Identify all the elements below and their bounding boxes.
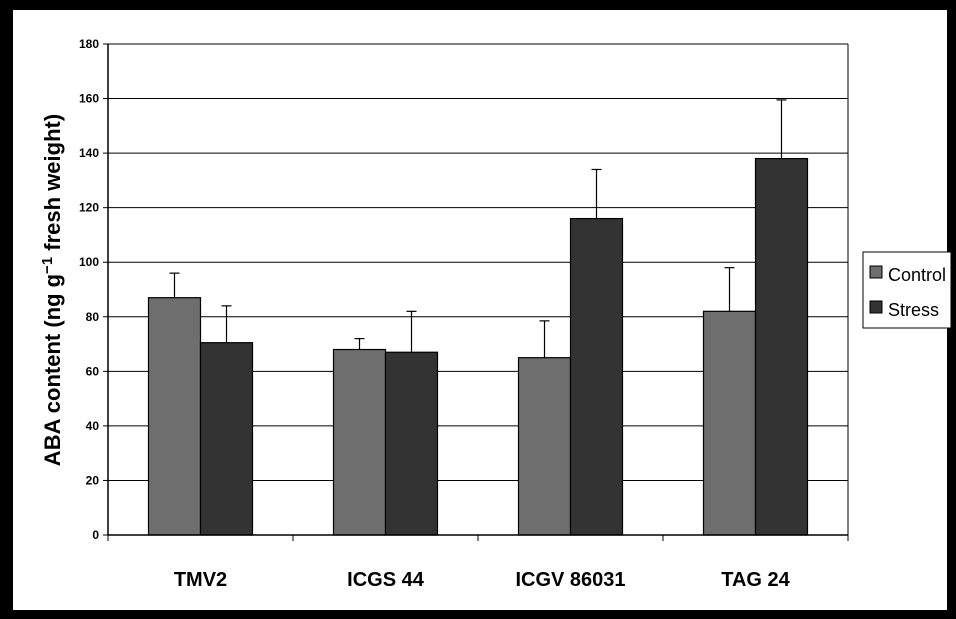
bar-control-0 — [147, 297, 202, 536]
legend-label-stress: Stress — [888, 300, 939, 320]
bar-control-3 — [702, 310, 757, 536]
legend-swatch-control — [869, 265, 883, 279]
x-tick-label: TAG 24 — [721, 569, 790, 591]
legend-swatch-stress — [869, 300, 883, 314]
x-tick-label: ICGV 86031 — [515, 569, 625, 591]
y-tick-label: 80 — [86, 310, 100, 324]
y-tick-label: 180 — [79, 37, 99, 51]
bar-stress-2 — [569, 217, 624, 536]
x-tick-label: ICGS 44 — [347, 569, 425, 591]
bars — [147, 157, 809, 536]
bar-stress-3 — [754, 157, 809, 536]
y-tick-label: 100 — [79, 255, 99, 269]
y-tick-label: 0 — [92, 528, 99, 542]
bar-control-2 — [517, 357, 572, 536]
axes — [103, 43, 849, 541]
y-tick-label: 160 — [79, 92, 99, 106]
y-tick-label: 120 — [79, 201, 99, 215]
error-bars — [169, 99, 787, 358]
y-tick-label: 140 — [79, 146, 99, 160]
y-axis-title-superscript: −1 — [39, 257, 56, 274]
legend: Control Stress — [862, 251, 952, 329]
bar-control-1 — [332, 348, 387, 536]
y-tick-label: 40 — [86, 419, 100, 433]
y-tick-label: 20 — [86, 473, 100, 487]
y-axis-title: ABA content (ng g−1 fresh weight) — [39, 114, 65, 466]
legend-box — [862, 251, 952, 329]
x-tick-label: TMV2 — [174, 569, 227, 591]
y-axis-title-main: ABA content (ng g — [40, 274, 65, 466]
legend-label-control: Control — [888, 265, 946, 285]
y-tick-label: 60 — [86, 364, 100, 378]
tick-labels: 0 20 40 60 80 100 120 140 160 180 TMV2 ICGS 44 ICGV … — [79, 37, 791, 591]
y-axis-title-tail: fresh weight) — [40, 114, 65, 257]
bar-stress-1 — [384, 351, 439, 536]
bar-stress-0 — [199, 342, 254, 536]
